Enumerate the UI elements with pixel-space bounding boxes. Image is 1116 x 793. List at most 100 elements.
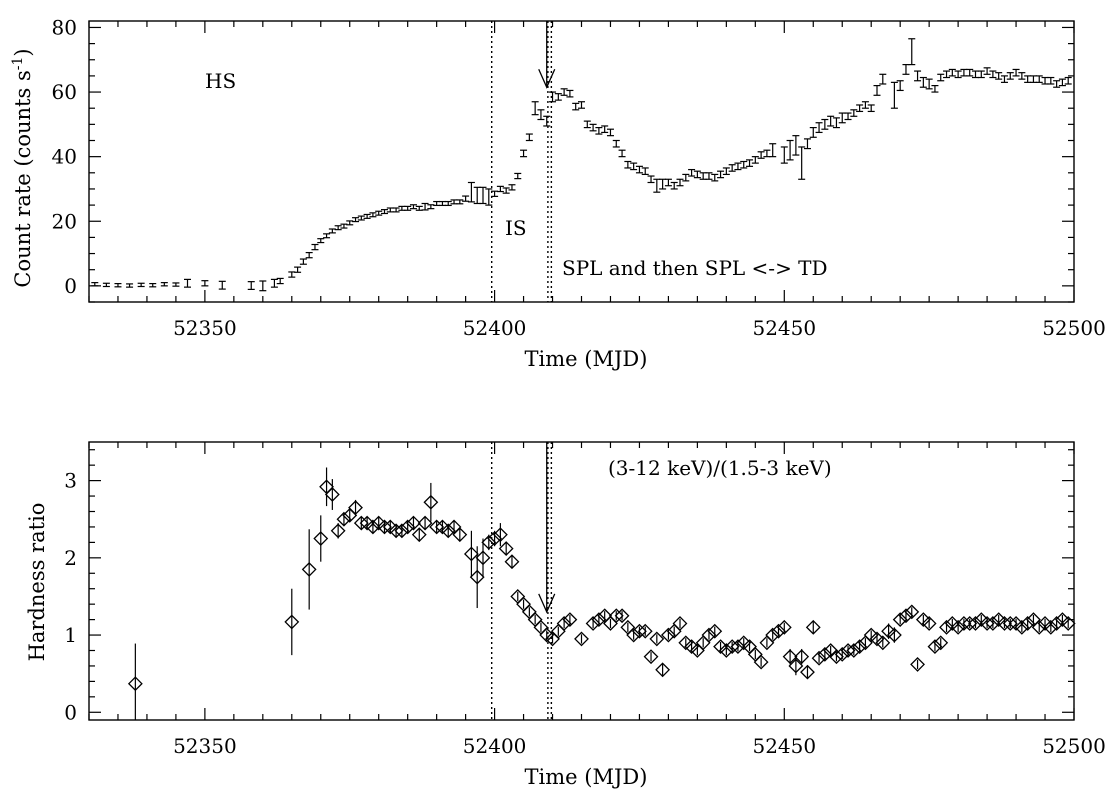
hardness-ratio-diamond-marker	[863, 627, 879, 643]
hardness-ratio-data-points	[127, 467, 1076, 720]
count-rate-data-point	[902, 64, 910, 75]
count-rate-data-point	[566, 89, 574, 98]
count-rate-x-ticks: 52350 52400 52450 52500	[88, 21, 1106, 340]
count-rate-data-point	[485, 188, 493, 206]
count-rate-data-point	[827, 115, 835, 127]
count-rate-data-point	[809, 126, 817, 138]
hardness-ratio-x-tick-label: 52450	[752, 734, 816, 758]
count-rate-data-point	[798, 146, 806, 180]
hardness-ratio-diamond-marker	[765, 627, 781, 643]
count-rate-data-point	[844, 112, 852, 121]
count-rate-data-point	[184, 278, 191, 288]
hardness-ratio-diamond-marker	[463, 546, 479, 562]
count-rate-x-tick-label: 52500	[1042, 316, 1106, 340]
hardness-ratio-data-point	[301, 529, 317, 610]
hardness-ratio-diamond-marker	[753, 654, 769, 670]
count-rate-data-point	[496, 185, 504, 193]
hardness-ratio-diamond-marker	[776, 619, 792, 635]
count-rate-data-point	[960, 68, 968, 77]
hardness-ratio-data-point	[759, 635, 775, 651]
count-rate-data-point	[635, 165, 643, 174]
count-rate-data-point	[740, 160, 748, 169]
hardness-ratio-x-axis-label: Time (MJD)	[525, 765, 648, 789]
count-rate-data-point	[659, 178, 667, 190]
count-rate-y-tick-label: 40	[52, 145, 77, 169]
hardness-ratio-x-tick-label: 52400	[463, 734, 527, 758]
hardness-ratio-data-point	[504, 554, 520, 570]
hardness-ratio-diamond-marker	[730, 639, 746, 655]
count-rate-data-point	[444, 200, 452, 207]
hardness-ratio-data-point	[904, 604, 920, 620]
hardness-ratio-arrow-head	[538, 593, 556, 614]
count-rate-data-point	[653, 178, 661, 193]
count-rate-data-point	[525, 133, 533, 142]
count-rate-data-point	[931, 84, 939, 93]
count-rate-data-point	[467, 181, 475, 203]
hardness-ratio-diamond-marker	[991, 612, 1007, 628]
count-rate-data-point	[328, 228, 336, 234]
hardness-ratio-data-point	[695, 635, 711, 651]
hardness-ratio-diamond-marker	[406, 515, 421, 531]
hardness-ratio-y-ticks: 0 1 2 3	[64, 449, 1074, 724]
hardness-ratio-diamond-marker	[840, 643, 856, 658]
hardness-ratio-diamond-marker	[852, 639, 868, 655]
hardness-ratio-diamond-marker	[944, 616, 960, 631]
hardness-ratio-diamond-marker	[846, 643, 862, 658]
hardness-ratio-diamond-marker	[400, 519, 416, 535]
hardness-ratio-diamond-marker	[1043, 619, 1059, 635]
hardness-ratio-data-point	[521, 604, 537, 620]
count-rate-data-point	[792, 135, 800, 156]
hardness-ratio-diamond-marker	[348, 500, 363, 516]
hardness-ratio-data-point	[1060, 616, 1076, 631]
count-rate-x-tick-label: 52350	[173, 316, 237, 340]
count-rate-data-point	[1035, 75, 1043, 83]
count-rate-data-point	[456, 199, 464, 205]
count-rate-y-axis-label-sup: -1	[10, 57, 26, 71]
count-rate-data-point	[728, 164, 736, 172]
count-rate-data-point	[989, 70, 997, 79]
count-rate-data-point	[919, 76, 927, 88]
hardness-ratio-y-tick-label: 3	[64, 469, 77, 493]
hardness-ratio-diamond-marker	[962, 616, 978, 631]
hardness-ratio-diamond-marker	[788, 658, 804, 674]
hardness-ratio-diamond-marker	[632, 623, 647, 639]
hardness-ratio-diamond-marker	[881, 623, 897, 639]
count-rate-data-point	[1064, 76, 1072, 85]
hardness-ratio-diamond-marker	[452, 527, 468, 543]
count-rate-data-point	[317, 238, 325, 244]
count-rate-data-point	[757, 151, 765, 159]
hardness-ratio-data-point	[1026, 612, 1041, 628]
count-rate-data-point	[404, 205, 412, 211]
hardness-ratio-diamond-marker	[614, 608, 630, 624]
count-rate-data-point	[589, 123, 597, 132]
count-rate-data-point	[966, 68, 974, 77]
count-rate-y-axis-label-close: )	[11, 48, 35, 56]
hardness-ratio-diamond-marker	[487, 531, 503, 546]
hardness-ratio-diamond-marker	[655, 662, 671, 678]
count-rate-data-point	[520, 149, 528, 158]
count-rate-data-point	[803, 138, 811, 150]
count-rate-data-point	[717, 170, 725, 179]
count-rate-data-point	[601, 125, 609, 134]
count-rate-data-point	[299, 258, 307, 265]
count-rate-data-point	[427, 204, 435, 210]
count-rate-y-tick-label: 20	[52, 209, 77, 233]
hardness-ratio-y-tick-label: 1	[64, 623, 77, 647]
count-rate-y-tick-label: 60	[52, 80, 77, 104]
count-rate-data-point	[554, 93, 562, 101]
hardness-ratio-diamond-marker	[956, 616, 972, 631]
hardness-ratio-data-point	[910, 656, 925, 672]
count-rate-y-ticks: 0 20 40 60 80	[52, 15, 1074, 303]
count-rate-y-tick-label: 80	[52, 15, 77, 39]
count-rate-data-point	[914, 70, 922, 82]
count-rate-arrow-head	[538, 68, 556, 89]
count-rate-x-axis-label: Time (MJD)	[525, 347, 648, 371]
hardness-ratio-data-point	[406, 515, 421, 531]
hardness-ratio-diamond-marker	[915, 612, 931, 628]
count-rate-data-point	[276, 277, 284, 285]
hardness-ratio-x-tick-label: 52500	[1042, 734, 1106, 758]
annotation-hs: HS	[205, 69, 236, 93]
hardness-ratio-data-point	[620, 619, 636, 635]
hardness-ratio-data-point	[550, 623, 566, 639]
hardness-ratio-x-tick-label: 52350	[173, 734, 237, 758]
